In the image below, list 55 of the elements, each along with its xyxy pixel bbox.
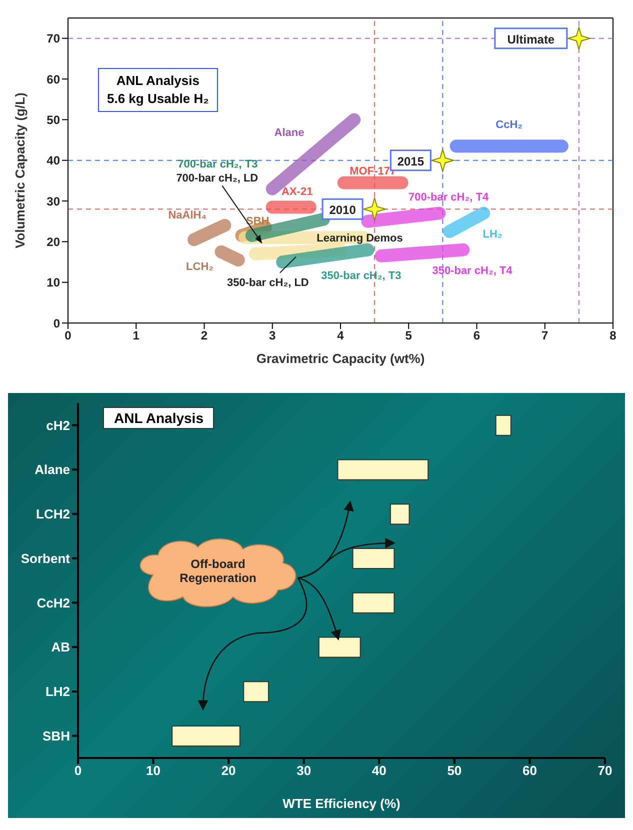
y-tick-label: AB: [51, 640, 70, 655]
y-tick-label: 20: [46, 234, 60, 249]
x-tick-label: 50: [447, 763, 462, 778]
y-axis-title: Volumetric Capacity (g/L): [12, 92, 28, 248]
x-tick-label: 8: [610, 328, 617, 343]
x-tick-label: 70: [598, 763, 612, 778]
y-tick-label: cH2: [46, 418, 70, 433]
x-tick-label: 40: [372, 763, 386, 778]
y-tick-label: Sorbent: [20, 550, 71, 566]
x-tick-label: 6: [473, 328, 480, 343]
x-tick-label: 10: [146, 763, 161, 778]
annotation: ANL Analysis: [115, 72, 200, 90]
x-tick-label: 0: [74, 763, 82, 778]
x-tick-label: 1: [132, 328, 140, 343]
annotation: ANL Analysis: [103, 407, 214, 429]
series-label: 350-bar cH₂, T4: [432, 264, 514, 277]
x-axis-title: WTE Efficiency (%): [282, 796, 400, 811]
y-tick-label: 30: [46, 194, 60, 208]
annotation: 700-bar cH₂, LD: [176, 172, 258, 185]
x-tick-label: 5: [405, 328, 412, 343]
y-tick-label: LCH2: [36, 506, 70, 522]
series-label: NaAlH₄: [168, 210, 206, 222]
x-tick-label: 60: [522, 763, 537, 778]
annotation: 2010: [329, 203, 356, 218]
y-tick-label: 0: [53, 316, 60, 330]
series-label: Learning Demos: [316, 232, 403, 245]
series-label: 350-bar cH₂, T3: [321, 270, 402, 282]
x-tick-label: 7: [542, 328, 549, 343]
series-label: 700-bar cH₂, T4: [408, 191, 490, 204]
series-label: CcH₂: [496, 119, 523, 132]
x-tick-label: 4: [337, 328, 344, 343]
y-tick-label: Alane: [34, 462, 70, 478]
y-tick-label: 70: [46, 32, 60, 46]
x-tick-label: 2: [200, 328, 208, 343]
text: 700-bar cH₂, T3: [178, 158, 258, 170]
series-label: AX-21: [282, 186, 313, 198]
text: 350-bar cH₂, LD: [226, 276, 309, 289]
x-axis-title: Gravimetric Capacity (wt%): [256, 351, 425, 366]
y-tick-label: 40: [46, 154, 60, 168]
series-label: Alane: [274, 127, 304, 140]
annotation: Off-board Regeneration: [178, 557, 258, 585]
y-tick-label: LH2: [45, 684, 70, 700]
x-tick-label: 20: [221, 763, 236, 778]
y-tick-label: CcH2: [36, 595, 70, 610]
annotation: 2015: [397, 154, 424, 168]
y-tick-label: 50: [46, 112, 60, 127]
x-tick-label: 30: [296, 763, 312, 778]
y-tick-label: 10: [46, 276, 60, 290]
annotation: Ultimate: [507, 32, 555, 46]
y-tick-label: 60: [46, 72, 60, 86]
x-tick-label: 3: [269, 328, 276, 343]
y-tick-label: SBH: [42, 728, 70, 744]
series-label: LH₂: [482, 228, 502, 240]
series-label: LCH₂: [186, 260, 214, 273]
annotation: 5.6 kg Usable H₂: [107, 90, 209, 108]
